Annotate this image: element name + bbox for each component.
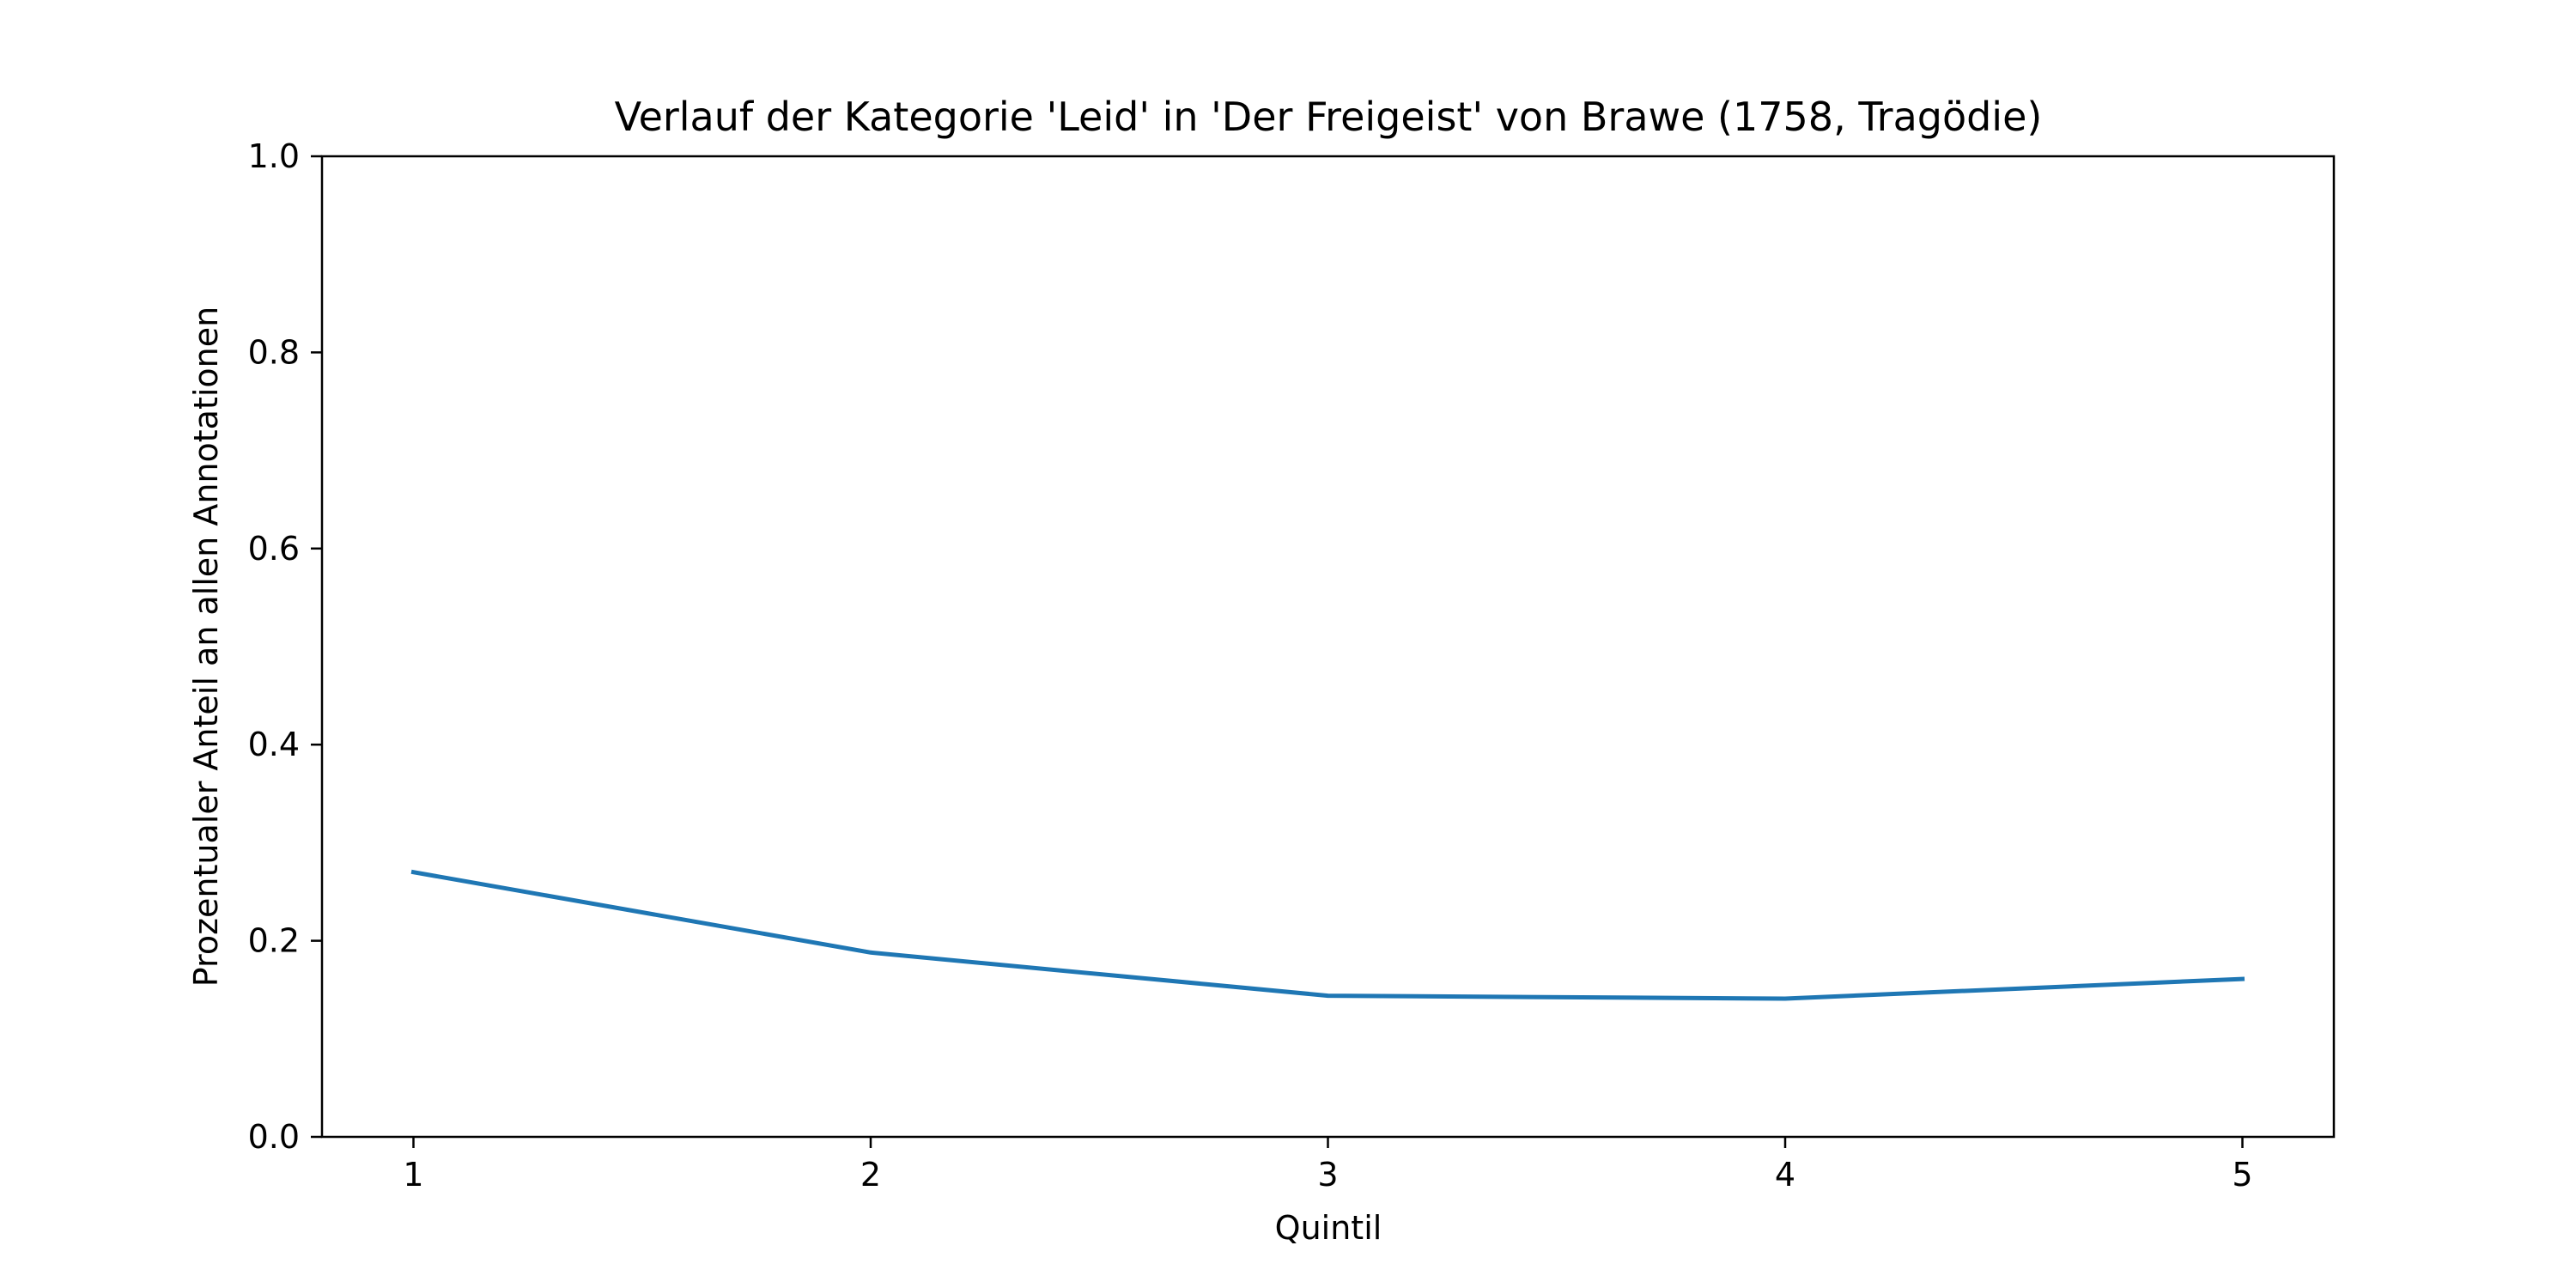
x-tick-label: 3 (1317, 1156, 1338, 1194)
x-tick-label: 4 (1775, 1156, 1795, 1194)
y-tick-label: 0.6 (248, 530, 300, 568)
y-tick-label: 0.4 (248, 726, 300, 763)
x-tick-label: 5 (2232, 1156, 2252, 1194)
series-line (410, 869, 2245, 1001)
x-axis-label: Quintil (1275, 1209, 1382, 1247)
y-axis-label: Prozentualer Anteil an allen Annotatione… (187, 307, 225, 987)
x-tick-label: 1 (403, 1156, 423, 1194)
y-tick-label: 1.0 (248, 137, 300, 175)
y-axis: 0.0 0.2 0.4 0.6 0.8 1.0 (248, 137, 322, 1156)
y-tick-label: 0.2 (248, 922, 300, 960)
x-tick-label: 2 (860, 1156, 881, 1194)
y-tick-label: 0.0 (248, 1118, 300, 1156)
x-axis: 1 2 3 4 5 (403, 1137, 2253, 1194)
chart-title: Verlauf der Kategorie 'Leid' in 'Der Fre… (615, 94, 2043, 140)
plot-area (410, 869, 2245, 1001)
y-tick-label: 0.8 (248, 333, 300, 371)
